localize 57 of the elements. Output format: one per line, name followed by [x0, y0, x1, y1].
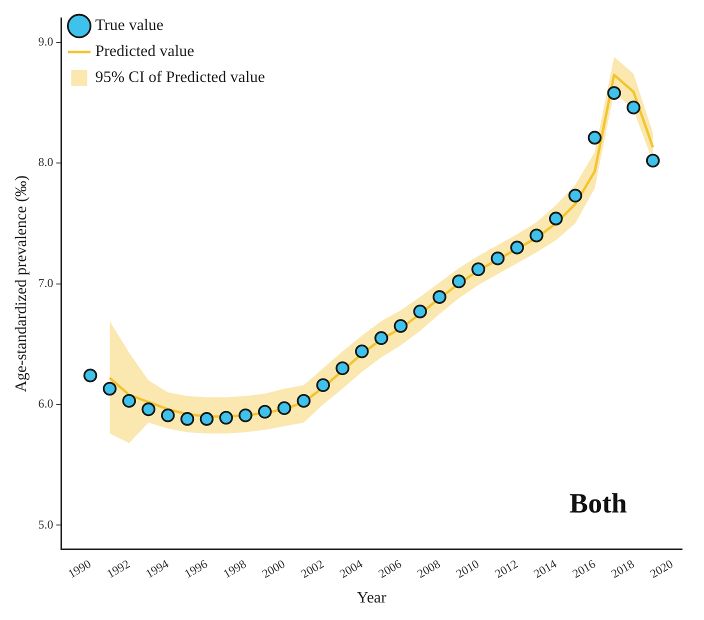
x-tick-label: 1992 — [104, 556, 132, 581]
point — [219, 410, 233, 425]
x-tick-label: 2010 — [454, 556, 482, 581]
x-tick-label: 1998 — [220, 556, 249, 581]
point — [296, 394, 311, 408]
x-tick-label: 1996 — [182, 556, 210, 581]
y-tick-label: 9.0 — [38, 34, 54, 48]
point — [200, 412, 214, 426]
point — [122, 394, 136, 408]
x-tick-label: 1994 — [143, 556, 171, 581]
point — [336, 361, 350, 376]
point — [549, 212, 563, 226]
point — [490, 252, 505, 266]
legend-label: True value — [95, 17, 164, 34]
point — [277, 401, 292, 415]
x-tick-label: 2012 — [492, 556, 520, 581]
point — [471, 262, 486, 276]
point — [568, 188, 582, 203]
point — [530, 228, 544, 242]
y-tick-label: 6.0 — [38, 396, 54, 411]
x-tick-label: 2014 — [531, 556, 559, 581]
y-axis-title: Age-standardized prevalence (‰) — [12, 175, 30, 392]
legend-label: Predicted value — [95, 43, 194, 60]
point — [102, 382, 117, 396]
point — [607, 86, 621, 100]
x-tick-label: 2018 — [608, 556, 637, 581]
annotation: Both — [569, 488, 628, 520]
point — [180, 412, 194, 426]
point — [588, 130, 602, 145]
point — [355, 344, 369, 358]
y-tick-label: 7.0 — [38, 276, 54, 290]
x-tick-label: 2008 — [414, 556, 443, 581]
point — [83, 368, 98, 382]
point — [646, 154, 660, 168]
x-tick-label: 1990 — [66, 556, 94, 581]
point — [258, 404, 272, 419]
legend-label: 95% CI of Predicted value — [95, 69, 265, 86]
point — [626, 100, 640, 114]
point — [452, 274, 466, 288]
point — [161, 408, 175, 422]
y-tick-label: 5.0 — [38, 517, 54, 532]
x-tick-label: 2006 — [376, 556, 404, 581]
point — [432, 290, 446, 304]
x-tick-label: 2004 — [337, 556, 365, 581]
point — [316, 378, 330, 392]
x-tick-label: 2000 — [260, 556, 288, 581]
point — [374, 331, 388, 345]
point — [394, 319, 408, 333]
point — [413, 304, 427, 318]
y-tick-label: 8.0 — [38, 155, 54, 170]
x-tick-label: 2016 — [570, 556, 598, 581]
point — [510, 240, 524, 254]
x-axis-title: Year — [356, 590, 388, 607]
point — [238, 408, 252, 422]
point — [142, 402, 156, 416]
x-tick-label: 2002 — [298, 556, 326, 581]
x-tick-label: 2020 — [648, 556, 676, 581]
